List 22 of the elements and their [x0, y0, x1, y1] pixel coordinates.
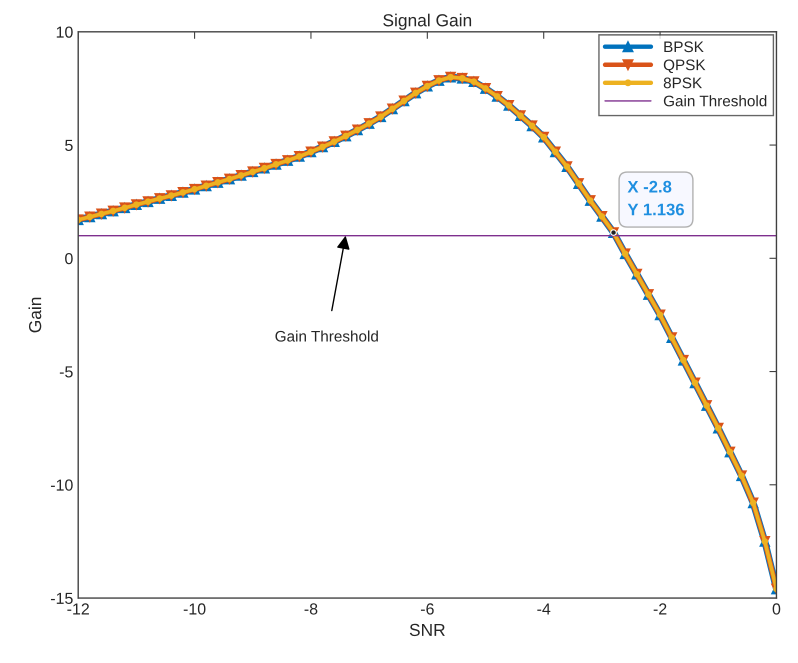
legend-label: 8PSK: [664, 78, 702, 88]
y-tick-label: -15: [50, 592, 73, 604]
annotation: Gain Threshold: [275, 330, 378, 342]
legend-label: QPSK: [664, 59, 706, 74]
y-tick-label: -10: [50, 479, 73, 491]
x-axis-title: SNR: [410, 624, 445, 636]
x-tick-label: -12: [67, 603, 89, 614]
x-tick-label: -10: [184, 603, 206, 615]
y-tick-label: 10: [56, 26, 73, 38]
x-tick-label: -2: [654, 603, 666, 614]
x-tick-label: 0: [772, 603, 780, 615]
x-tick-label: -6: [420, 603, 434, 615]
x-tick-label: -8: [304, 603, 318, 615]
annotation: X -2.8 Y 1.136: [628, 180, 684, 216]
y-tick-label: -5: [60, 366, 73, 378]
x-tick-label: -4: [537, 603, 550, 614]
chart-title: Signal Gain: [383, 14, 472, 30]
y-axis-title: Gain: [28, 298, 42, 332]
legend-label: Gain Threshold: [664, 95, 766, 106]
y-tick-label: 0: [65, 252, 73, 264]
legend-label: BPSK: [664, 41, 704, 52]
y-tick-label: 5: [65, 140, 73, 152]
